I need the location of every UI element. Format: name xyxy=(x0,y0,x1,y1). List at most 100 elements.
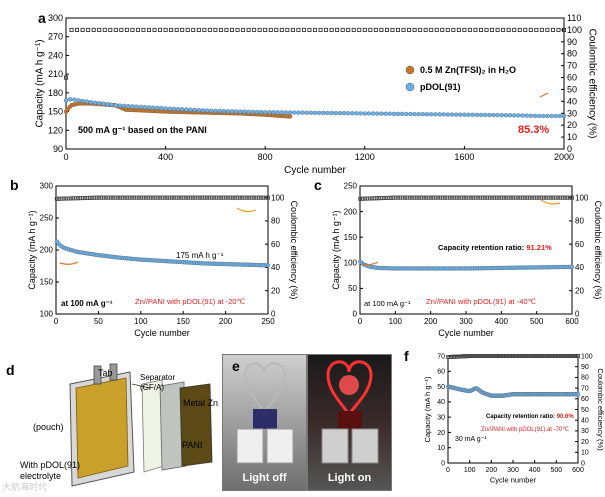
data-point xyxy=(207,27,212,32)
panel-label-d: d xyxy=(6,362,15,378)
x-tick-label: 300 xyxy=(459,317,473,326)
data-point xyxy=(185,27,190,32)
data-point xyxy=(229,27,234,32)
y-axis-label: Capacity (mA h g⁻¹) xyxy=(331,210,341,289)
annotation-f-retention: Capacity retention ratio: 90.6% xyxy=(486,414,574,420)
data-point xyxy=(537,195,542,200)
y-tick-label: 100 xyxy=(344,258,358,267)
data-point xyxy=(337,110,343,116)
data-point xyxy=(504,195,509,200)
data-point xyxy=(120,195,125,200)
data-point xyxy=(126,103,131,109)
x-tick-label: 0 xyxy=(446,467,450,474)
data-point xyxy=(418,27,423,32)
data-point xyxy=(312,110,318,115)
y2-tick-label: 0 xyxy=(567,144,572,154)
data-point xyxy=(75,27,80,32)
data-point xyxy=(473,27,478,32)
y2-tick-label: 10 xyxy=(581,450,589,457)
data-point xyxy=(160,195,165,200)
data-point xyxy=(258,109,264,115)
data-point xyxy=(246,109,251,114)
data-point xyxy=(501,27,506,32)
data-point xyxy=(99,195,104,200)
data-point xyxy=(316,110,322,116)
data-point xyxy=(92,195,97,200)
x-tick-label: 200 xyxy=(424,317,438,326)
data-point xyxy=(503,113,509,118)
y-tick-label: 10 xyxy=(437,445,445,452)
data-point xyxy=(117,103,123,108)
data-point xyxy=(97,101,102,106)
data-point xyxy=(104,195,109,200)
y2-tick-label: 20 xyxy=(581,439,589,446)
data-point xyxy=(471,195,476,200)
y2-tick-label: 30 xyxy=(567,108,577,118)
data-point xyxy=(576,353,581,358)
data-point xyxy=(466,112,471,117)
data-point xyxy=(462,27,467,32)
data-point xyxy=(307,27,312,32)
x-tick-label: 100 xyxy=(464,467,476,474)
data-point xyxy=(86,27,91,32)
series-capacity xyxy=(54,239,271,268)
data-point xyxy=(287,110,293,115)
data-point xyxy=(513,195,518,200)
data-point xyxy=(445,195,450,200)
data-point xyxy=(341,111,347,116)
data-point xyxy=(202,27,207,32)
data-point xyxy=(101,195,106,200)
data-point xyxy=(381,196,386,201)
y-tick-label: 200 xyxy=(344,207,358,216)
data-point xyxy=(300,110,305,115)
data-point xyxy=(391,195,396,200)
data-point xyxy=(390,27,395,32)
data-point xyxy=(209,108,214,113)
data-point xyxy=(127,195,132,200)
data-point xyxy=(363,196,368,201)
x-tick-label: 2000 xyxy=(554,152,574,162)
data-point xyxy=(492,195,497,200)
annotation-b-current: at 100 mA g⁻¹ xyxy=(61,299,113,308)
data-point xyxy=(152,27,157,32)
data-point xyxy=(254,109,260,115)
data-point xyxy=(251,195,256,200)
data-point xyxy=(354,111,359,116)
data-point xyxy=(410,195,415,200)
annotation-a-retention: 85.3% xyxy=(518,124,549,136)
data-point xyxy=(435,195,440,200)
data-point xyxy=(360,196,365,201)
data-point xyxy=(536,113,542,119)
data-point xyxy=(358,111,363,116)
label-electrolyte-line1: With pDOL(91) xyxy=(20,460,81,470)
data-point xyxy=(501,195,506,200)
data-point xyxy=(318,27,323,32)
data-point xyxy=(464,195,469,200)
data-point xyxy=(115,195,120,200)
x-axis-label: Cycle number xyxy=(284,165,346,176)
data-point xyxy=(155,195,160,200)
data-point xyxy=(119,27,124,32)
data-point xyxy=(534,195,539,200)
data-point xyxy=(257,27,262,32)
data-point xyxy=(569,264,575,270)
data-point xyxy=(373,27,378,32)
data-point xyxy=(163,27,168,32)
data-point xyxy=(261,195,266,200)
data-point xyxy=(105,102,110,107)
x-tick-label: 0 xyxy=(54,317,59,326)
data-point xyxy=(490,27,495,32)
plot-frame xyxy=(65,17,565,150)
data-point xyxy=(423,27,428,32)
data-point xyxy=(247,195,252,200)
x-tick-label: 500 xyxy=(550,467,562,474)
data-point xyxy=(97,27,102,32)
data-point xyxy=(440,195,445,200)
legend-swatch xyxy=(405,82,415,92)
data-point xyxy=(292,110,297,115)
data-point xyxy=(512,27,517,32)
x-tick-label: 400 xyxy=(495,317,509,326)
data-point xyxy=(395,195,400,200)
data-point xyxy=(324,27,329,32)
data-point xyxy=(254,195,259,200)
